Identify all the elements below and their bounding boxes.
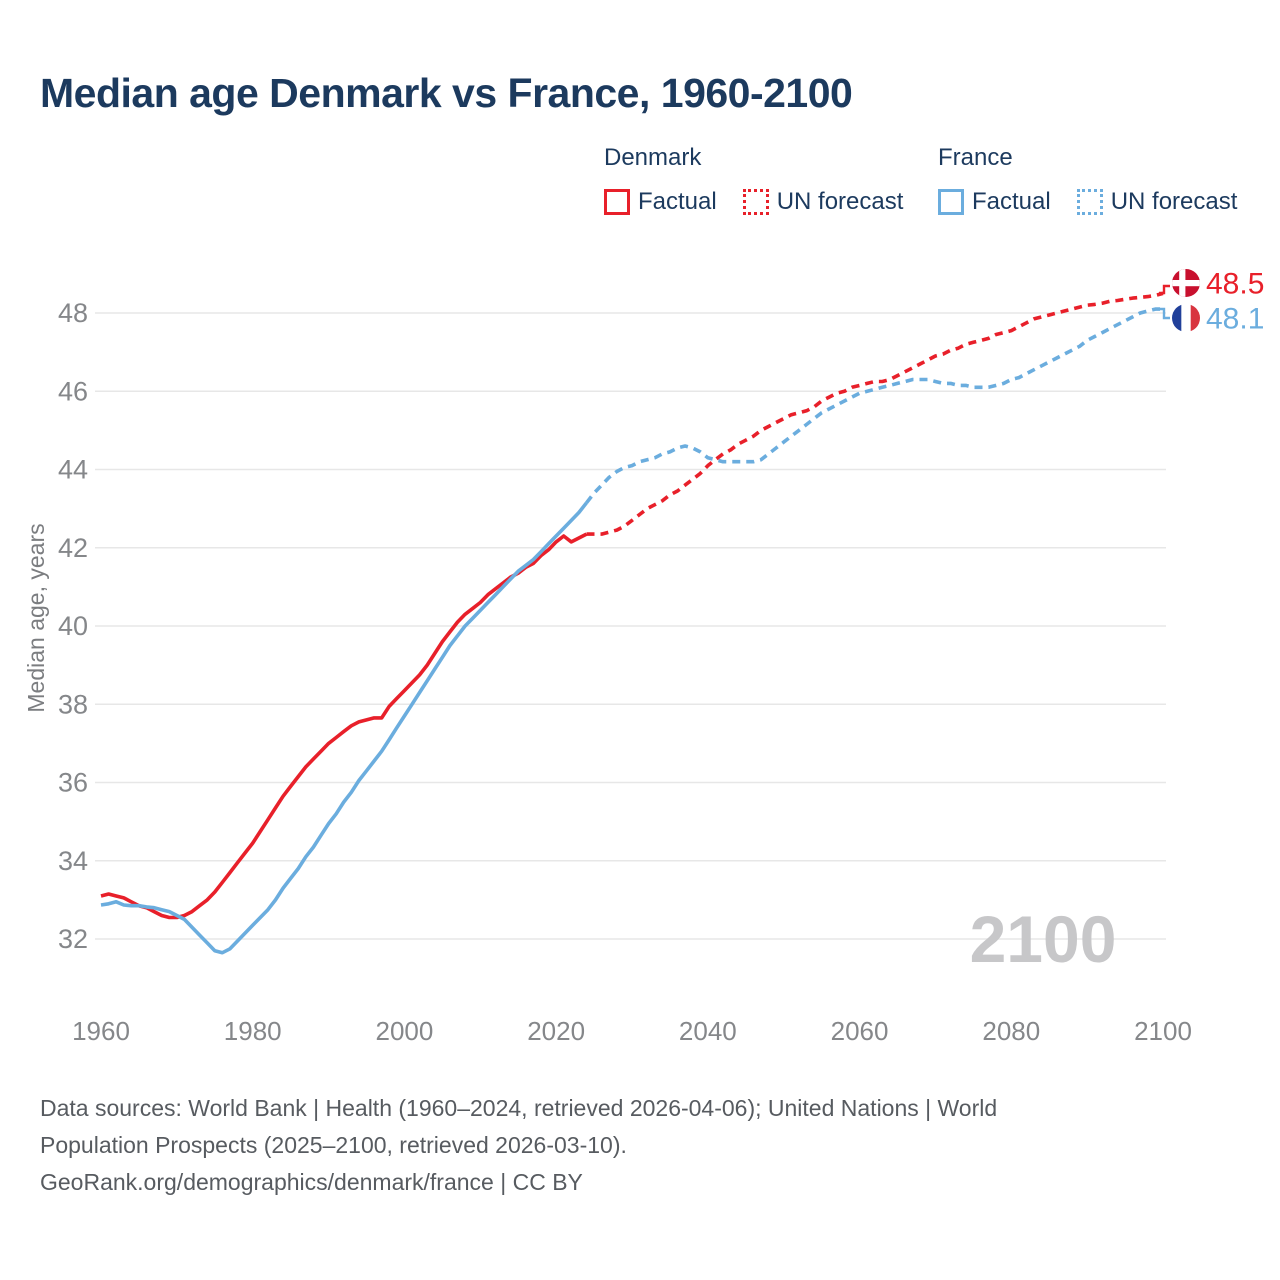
denmark-leader-line	[1159, 284, 1170, 295]
denmark-forecast-swatch-icon	[742, 189, 769, 215]
y-tick-label-42: 42	[58, 533, 88, 563]
x-tick-label-2060: 2060	[831, 1016, 889, 1046]
y-tick-label-48: 48	[58, 298, 88, 328]
y-tick-label-34: 34	[58, 846, 88, 876]
x-tick-label-2020: 2020	[527, 1016, 585, 1046]
footer-line-sources-2: Population Prospects (2025–2100, retriev…	[40, 1132, 627, 1158]
denmark-flag-icon	[1170, 267, 1202, 299]
x-tick-label-1980: 1980	[224, 1016, 282, 1046]
x-tick-label-2040: 2040	[679, 1016, 737, 1046]
y-tick-label-46: 46	[58, 376, 88, 406]
legend-group-france: France Factual UN forecast	[938, 144, 1237, 216]
france-forecast-line	[585, 307, 1163, 504]
footer-line-sources: Data sources: World Bank | Health (1960–…	[40, 1095, 998, 1121]
watermark-2100: 2100	[970, 902, 1117, 976]
france-factual-line	[100, 501, 588, 955]
y-tick-label-36: 36	[58, 768, 88, 798]
y-axis-title: Median age, years	[23, 523, 49, 712]
france-end-value: 48.1	[1206, 303, 1264, 336]
france-flag-icon	[1170, 302, 1202, 334]
denmark-forecast-line	[586, 291, 1164, 536]
legend-group-denmark-title: Denmark	[604, 144, 702, 171]
legend: Denmark Factual UN forecast France Factu…	[0, 0, 1280, 230]
x-tick-label-2080: 2080	[982, 1016, 1040, 1046]
y-tick-label-40: 40	[58, 611, 88, 641]
x-tick-label-1960: 1960	[72, 1016, 130, 1046]
y-tick-label-38: 38	[58, 689, 88, 719]
denmark-end-value: 48.5	[1206, 268, 1264, 301]
denmark-factual-swatch-icon	[604, 189, 630, 215]
legend-group-denmark: Denmark Factual UN forecast	[604, 144, 903, 216]
denmark-factual-label: Factual	[638, 188, 717, 215]
x-tick-label-2000: 2000	[376, 1016, 434, 1046]
legend-group-france-title: France	[938, 144, 1013, 171]
france-factual-label: Factual	[972, 188, 1051, 215]
france-forecast-label: UN forecast	[1110, 188, 1238, 215]
chart-title: Median age Denmark vs France, 1960-2100	[40, 70, 853, 116]
denmark-forecast-label: UN forecast	[776, 188, 904, 215]
y-tick-label-32: 32	[58, 924, 88, 954]
footer: Data sources: World Bank | Health (1960–…	[40, 1090, 997, 1201]
x-tick-label-2100: 2100	[1134, 1016, 1192, 1046]
france-forecast-swatch-icon	[1076, 189, 1103, 215]
france-factual-swatch-icon	[938, 189, 964, 215]
france-leader-line	[1159, 307, 1170, 320]
y-tick-label-44: 44	[58, 455, 88, 485]
footer-line-attribution: GeoRank.org/demographics/denmark/france …	[40, 1169, 583, 1195]
